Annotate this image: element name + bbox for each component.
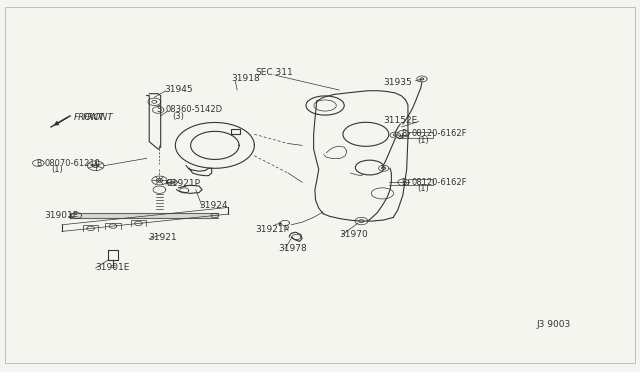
Text: 31978: 31978 — [278, 244, 307, 253]
Text: 31901E: 31901E — [96, 263, 130, 272]
Text: B: B — [36, 158, 42, 168]
Text: (3): (3) — [172, 112, 184, 121]
Text: B: B — [401, 178, 406, 187]
Text: 31901F: 31901F — [45, 211, 79, 220]
Text: 31152E: 31152E — [384, 116, 418, 125]
Text: 31921P: 31921P — [166, 179, 200, 187]
Text: 31970: 31970 — [339, 230, 368, 239]
Text: FRONT: FRONT — [83, 113, 114, 122]
Text: S: S — [156, 105, 161, 115]
Text: (1): (1) — [417, 185, 429, 193]
Text: (1): (1) — [51, 165, 63, 174]
Text: 31921P: 31921P — [255, 225, 289, 234]
Text: 31924: 31924 — [199, 201, 227, 210]
Text: 08120-6162F: 08120-6162F — [411, 178, 467, 187]
Text: 31945: 31945 — [164, 85, 193, 94]
Text: 31918: 31918 — [231, 74, 260, 83]
Text: SEC.311: SEC.311 — [255, 68, 292, 77]
Bar — [408, 132, 433, 138]
Bar — [408, 179, 433, 185]
Text: 08120-6162F: 08120-6162F — [411, 129, 467, 138]
Text: 31921: 31921 — [148, 233, 177, 242]
Text: 31935: 31935 — [384, 78, 412, 87]
Text: 08360-5142D: 08360-5142D — [166, 105, 223, 115]
Text: 08070-61210: 08070-61210 — [45, 158, 100, 168]
Text: (1): (1) — [417, 136, 429, 145]
Text: B: B — [401, 129, 406, 138]
Text: FRONT: FRONT — [74, 113, 104, 122]
Text: J3 9003: J3 9003 — [537, 320, 571, 329]
